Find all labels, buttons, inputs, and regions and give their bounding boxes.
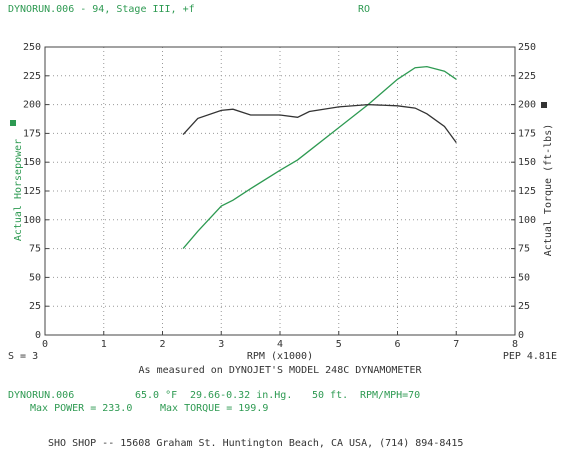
run-tag: RO: [358, 4, 370, 15]
y-tick-label: 175: [23, 128, 41, 139]
x-tick-label: 2: [159, 339, 165, 350]
y-tick-label: 150: [23, 157, 41, 168]
x-tick-label: 8: [512, 339, 518, 350]
footer-run: DYNORUN.006: [8, 390, 74, 401]
y2-tick-label: 75: [518, 244, 530, 255]
x-tick-label: 5: [336, 339, 342, 350]
y-tick-label: 25: [29, 301, 41, 312]
y2-tick-label: 175: [518, 128, 536, 139]
y2-tick-label: 200: [518, 100, 536, 111]
y-tick-label: 125: [23, 186, 41, 197]
x-tick-label: 3: [218, 339, 224, 350]
shop-info: SHO SHOP -- 15608 Graham St. Huntington …: [48, 438, 463, 449]
max-power: Max POWER = 233.0: [30, 403, 132, 414]
y-tick-label: 0: [35, 330, 41, 341]
y2-tick-label: 25: [518, 301, 530, 312]
y2-tick-label: 0: [518, 330, 524, 341]
y-tick-label: 50: [29, 272, 41, 283]
x-tick-label: 0: [42, 339, 48, 350]
max-torque: Max TORQUE = 199.9: [160, 403, 268, 414]
y2-tick-label: 125: [518, 186, 536, 197]
series-line: [182, 65, 457, 250]
y-axis-label: Actual Horsepower: [13, 139, 24, 241]
y2-tick-label: 50: [518, 272, 530, 283]
x-tick-label: 4: [277, 339, 283, 350]
footer-ratio: RPM/MPH=70: [360, 390, 420, 401]
y2-tick-label: 225: [518, 71, 536, 82]
x-axis-label: RPM (x1000): [247, 351, 313, 362]
x-tick-label: 6: [394, 339, 400, 350]
y-tick-label: 100: [23, 215, 41, 226]
x-tick-label: 7: [453, 339, 459, 350]
footer-temp: 65.0 °F: [135, 390, 177, 401]
y-tick-label: 225: [23, 71, 41, 82]
x-tick-label: 1: [101, 339, 107, 350]
y2-tick-label: 100: [518, 215, 536, 226]
y-tick-label: 200: [23, 100, 41, 111]
y2-tick-label: 150: [518, 157, 536, 168]
y-tick-label: 250: [23, 42, 41, 53]
caption: As measured on DYNOJET'S MODEL 248C DYNA…: [139, 365, 423, 376]
y-tick-label: 75: [29, 244, 41, 255]
plot-frame: [44, 46, 516, 336]
footer-alt: 50 ft.: [312, 390, 348, 401]
series-line: [182, 103, 457, 143]
legend-swatch: [10, 120, 16, 126]
note-right: PEP 4.81E: [503, 351, 557, 362]
footer-baro: 29.66-0.32 in.Hg.: [190, 390, 292, 401]
note-left: S = 3: [8, 351, 38, 362]
legend-swatch: [541, 102, 547, 108]
run-header: DYNORUN.006 - 94, Stage III, +f: [8, 4, 195, 15]
y2-axis-label: Actual Torque (ft-lbs): [543, 124, 554, 256]
y2-tick-label: 250: [518, 42, 536, 53]
